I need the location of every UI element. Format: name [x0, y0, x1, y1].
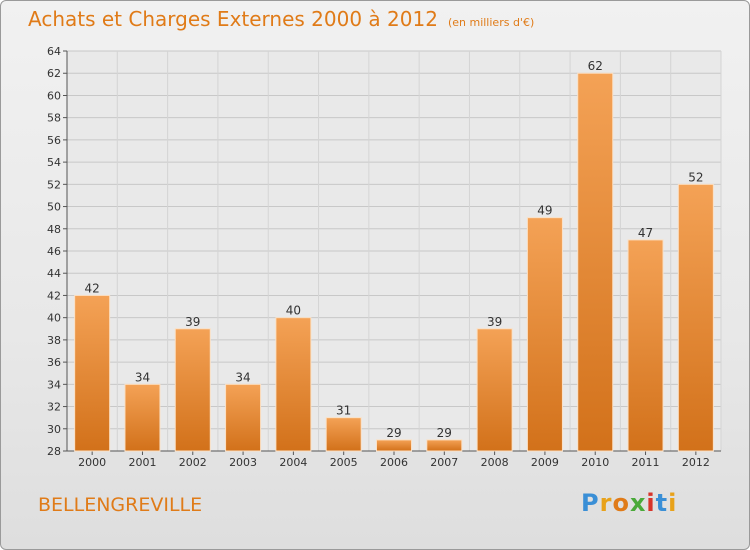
proxiti-logo: Proxiti: [581, 489, 677, 517]
y-tick-label: 46: [47, 245, 61, 258]
data-label-2012: 52: [688, 170, 703, 184]
data-label-2004: 40: [286, 304, 301, 318]
y-tick-label: 52: [47, 178, 61, 191]
x-tick-label-2002: 2002: [179, 456, 207, 469]
x-tick-label-2000: 2000: [78, 456, 106, 469]
grid-lines: [66, 50, 722, 452]
bar-2008: [476, 328, 513, 452]
y-tick-label: 44: [47, 267, 61, 280]
x-tick-label-2005: 2005: [330, 456, 358, 469]
x-tick-label-2011: 2011: [632, 456, 660, 469]
bar-2012: [677, 183, 714, 452]
logo-letter: x: [629, 489, 647, 517]
chart-subtitle: (en milliers d'€): [447, 16, 535, 29]
y-tick-label: 64: [47, 45, 61, 58]
logo-letter: P: [581, 489, 600, 517]
y-tick-label: 28: [47, 445, 61, 458]
data-label-2006: 29: [386, 426, 401, 440]
axes: 28 30 32 34 36 38 40 42 44 46 48 50 52 54 56 58 60 62 64 20…: [47, 45, 721, 469]
bar-2007: [426, 439, 463, 452]
y-tick-label: 42: [47, 289, 61, 302]
bars: [74, 72, 714, 452]
y-tick-label: 38: [47, 334, 61, 347]
y-tick-label: 60: [47, 89, 61, 102]
data-label-2007: 29: [437, 426, 452, 440]
chart-title: Achats et Charges Externes 2000 à 2012 (e…: [28, 7, 534, 31]
bar-2001: [124, 383, 161, 452]
x-tick-label-2003: 2003: [229, 456, 257, 469]
data-label-2005: 31: [336, 404, 351, 418]
y-tick-label: 56: [47, 134, 61, 147]
y-tick-label: 32: [47, 401, 61, 414]
data-label-2002: 39: [185, 315, 200, 329]
x-tick-label-2001: 2001: [128, 456, 156, 469]
y-tick-label: 58: [47, 112, 61, 125]
data-label-2001: 34: [135, 370, 150, 384]
logo-letter: r: [599, 489, 613, 517]
x-tick-label-2007: 2007: [430, 456, 458, 469]
y-tick-label: 34: [47, 378, 61, 391]
x-tick-label-2009: 2009: [531, 456, 559, 469]
chart-title-text: Achats et Charges Externes 2000 à 2012: [28, 7, 438, 31]
y-tick-label: 48: [47, 223, 61, 236]
y-tick-label: 30: [47, 423, 61, 436]
logo-letter: i: [668, 489, 678, 517]
bar-2009: [526, 217, 563, 452]
data-label-2010: 62: [588, 59, 603, 73]
y-tick-label: 40: [47, 312, 61, 325]
y-tick-label: 62: [47, 67, 61, 80]
bar-2005: [325, 417, 362, 452]
logo-letter: t: [655, 489, 669, 517]
data-labels: 42 34 39 34 40 31 29 29 39 49 62 47 52: [85, 59, 704, 440]
y-tick-label: 54: [47, 156, 61, 169]
x-tick-label-2008: 2008: [481, 456, 509, 469]
data-label-2009: 49: [537, 204, 552, 218]
x-tick-label-2012: 2012: [682, 456, 710, 469]
x-tick-label-2004: 2004: [279, 456, 307, 469]
logo-letter: o: [612, 489, 630, 517]
bar-2004: [275, 317, 312, 452]
bar-2011: [627, 239, 664, 452]
bar-2010: [577, 72, 614, 452]
x-tick-label-2010: 2010: [581, 456, 609, 469]
y-tick-label: 36: [47, 356, 61, 369]
logo-letter: i: [646, 489, 656, 517]
commune-name: BELLENGREVILLE: [38, 494, 203, 516]
x-tick-label-2006: 2006: [380, 456, 408, 469]
bar-2002: [174, 328, 211, 452]
bar-2006: [376, 439, 412, 452]
data-label-2008: 39: [487, 315, 502, 329]
bar-2000: [74, 294, 111, 452]
y-tick-label: 50: [47, 201, 61, 214]
bar-2003: [225, 383, 262, 452]
data-label-2000: 42: [85, 281, 100, 295]
data-label-2011: 47: [638, 226, 653, 240]
data-label-2003: 34: [235, 370, 250, 384]
